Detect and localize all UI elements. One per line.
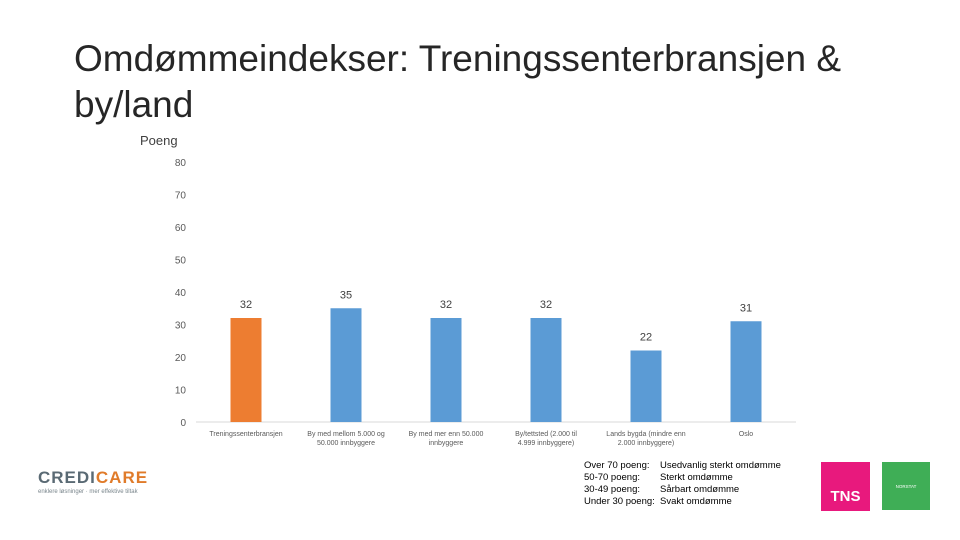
legend-row: Under 30 poeng: Svakt omdømme	[584, 496, 781, 508]
credicare-logo: CREDICARE enklere løsninger · mer effekt…	[38, 468, 148, 502]
bar	[230, 318, 262, 422]
data-label: 35	[340, 289, 352, 301]
legend-text: Sterkt omdømme	[660, 472, 733, 483]
legend-row: 50-70 poeng: Sterkt omdømme	[584, 472, 781, 484]
data-label: 22	[640, 332, 652, 344]
bar	[630, 350, 662, 422]
x-tick-label: By med mellom 5.000 og 50.000 innbyggere	[307, 431, 385, 447]
y-tick-label: 50	[175, 256, 187, 267]
bar	[330, 308, 362, 422]
data-label: 32	[240, 299, 252, 311]
legend-range: Under 30 poeng:	[584, 496, 655, 507]
legend-text: Usedvanlig sterkt omdømme	[660, 460, 781, 471]
x-tick-label: By/tettsted (2.000 til 4.999 innbyggere)	[515, 431, 577, 447]
bar	[730, 321, 762, 422]
x-tick-label: Oslo	[739, 431, 754, 438]
norstat-logo-text: NORSTAT	[895, 483, 917, 489]
y-tick-label: 40	[175, 288, 187, 299]
tns-logo-text: TNS	[830, 488, 861, 505]
x-tick-label: Lands bygda (mindre enn 2.000 innbyggere)	[606, 431, 685, 447]
legend-row: Over 70 poeng: Usedvanlig sterkt omdømme	[584, 460, 781, 472]
legend-range: Over 70 poeng:	[584, 460, 650, 471]
data-label: 31	[740, 302, 752, 314]
x-tick-label: By med mer enn 50.000 innbyggere	[409, 431, 484, 447]
page-title: Omdømmeindekser: Treningssenterbransjen …	[74, 38, 842, 125]
credicare-word-1: CREDI	[38, 468, 96, 487]
bar	[530, 318, 562, 422]
norstat-logo: NORSTAT	[882, 462, 930, 510]
y-tick-label: 30	[175, 321, 187, 332]
data-label: 32	[440, 299, 452, 311]
legend-row: 30-49 poeng: Sårbart omdømme	[584, 484, 781, 496]
y-tick-label: 0	[180, 418, 186, 429]
bar	[430, 318, 462, 422]
y-tick-label: 60	[175, 223, 187, 234]
y-tick-label: 20	[175, 353, 187, 364]
y-tick-label: 70	[175, 191, 187, 202]
y-tick-label: 10	[175, 386, 187, 397]
credicare-word-2: CARE	[95, 468, 149, 487]
credicare-tagline: enklere løsninger · mer effektive tiltak	[38, 489, 138, 495]
tns-logo: TNS	[821, 462, 870, 511]
legend-text: Svakt omdømme	[660, 496, 732, 507]
y-tick-label: 80	[175, 158, 187, 169]
x-tick-label: Treningssenterbransjen	[209, 431, 282, 438]
y-axis-label: Poeng	[140, 133, 178, 148]
legend-range: 30-49 poeng:	[584, 484, 640, 495]
score-legend: Over 70 poeng: Usedvanlig sterkt omdømme …	[584, 460, 781, 508]
data-label: 32	[540, 299, 552, 311]
legend-range: 50-70 poeng:	[584, 472, 640, 483]
legend-text: Sårbart omdømme	[660, 484, 740, 495]
